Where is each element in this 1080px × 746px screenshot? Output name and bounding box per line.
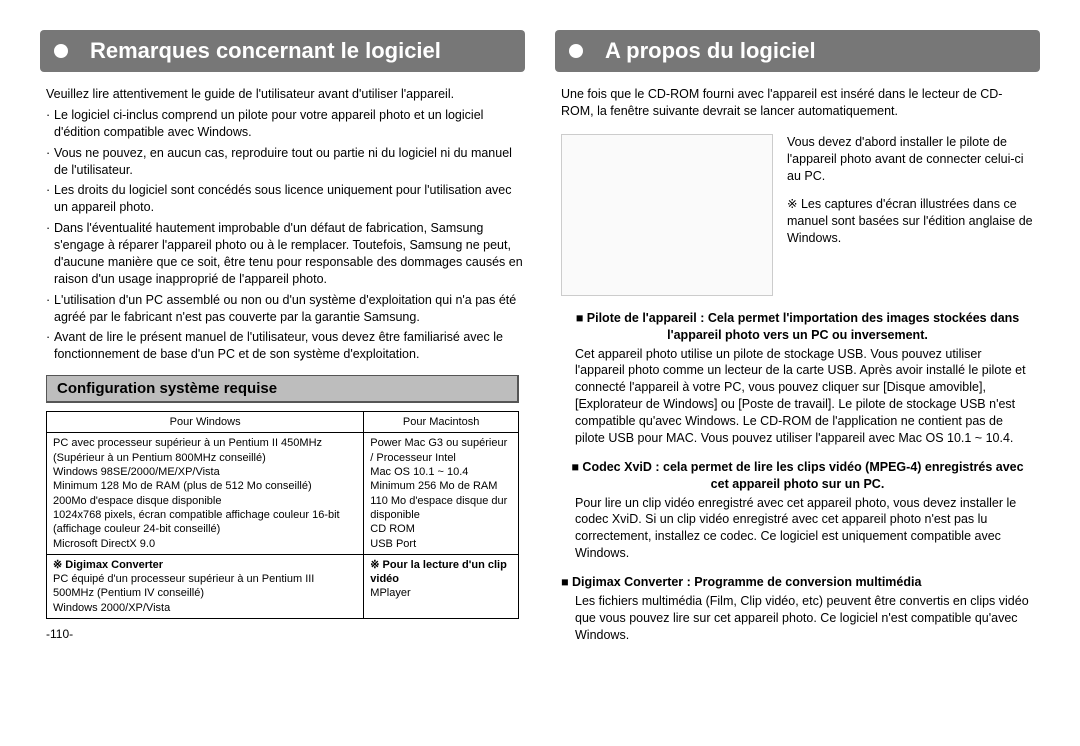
manual-page: Remarques concernant le logiciel Veuille… bbox=[0, 0, 1080, 666]
right-column: A propos du logiciel Une fois que le CD-… bbox=[555, 30, 1040, 656]
table-subhead-win: ※ Digimax Converter bbox=[53, 558, 357, 572]
left-bullet: Le logiciel ci-inclus comprend un pilote… bbox=[46, 107, 525, 141]
screenshot-text: Vous devez d'abord installer le pilote d… bbox=[787, 134, 1034, 296]
right-title-text: A propos du logiciel bbox=[605, 38, 816, 63]
left-bullet: Les droits du logiciel sont concédés sou… bbox=[46, 182, 525, 216]
install-note-2: ※ Les captures d'écran illustrées dans c… bbox=[787, 196, 1034, 247]
left-intro: Veuillez lire attentivement le guide de … bbox=[46, 86, 525, 103]
page-number: -110- bbox=[46, 627, 525, 641]
left-bullet: Dans l'éventualité hautement improbable … bbox=[46, 220, 525, 288]
table-header-win: Pour Windows bbox=[47, 412, 364, 433]
install-note-1: Vous devez d'abord installer le pilote d… bbox=[787, 134, 1034, 185]
left-bullet: L'utilisation d'un PC assemblé ou non ou… bbox=[46, 292, 525, 326]
table-body-win2: PC équipé d'un processeur supérieur à un… bbox=[53, 572, 357, 615]
left-title-text: Remarques concernant le logiciel bbox=[90, 38, 441, 63]
screenshot-row: Vous devez d'abord installer le pilote d… bbox=[561, 134, 1034, 296]
sysreq-table: Pour Windows Pour Macintosh PC avec proc… bbox=[46, 411, 519, 619]
table-cell-mac2: ※ Pour la lecture d'un clip vidéo MPlaye… bbox=[364, 554, 519, 618]
left-bullet: Avant de lire le présent manuel de l'uti… bbox=[46, 329, 525, 363]
table-body-mac2: MPlayer bbox=[370, 586, 512, 600]
table-cell-win2: ※ Digimax Converter PC équipé d'un proce… bbox=[47, 554, 364, 618]
item-heading: ■ Codec XviD : cela permet de lire les c… bbox=[561, 459, 1034, 493]
bullet-icon bbox=[54, 44, 68, 58]
item-heading: ■ Digimax Converter : Programme de conve… bbox=[561, 574, 1034, 591]
table-cell-mac: Power Mac G3 ou supérieur / Processeur I… bbox=[364, 433, 519, 554]
item-heading: ■ Pilote de l'appareil : Cela permet l'i… bbox=[561, 310, 1034, 344]
bullet-icon bbox=[569, 44, 583, 58]
item-body: Cet appareil photo utilise un pilote de … bbox=[575, 346, 1034, 447]
right-intro: Une fois que le CD-ROM fourni avec l'app… bbox=[561, 86, 1034, 120]
item-body: Les fichiers multimédia (Film, Clip vidé… bbox=[575, 593, 1034, 644]
left-section-title: Remarques concernant le logiciel bbox=[40, 30, 525, 72]
sysreq-heading: Configuration système requise bbox=[46, 375, 519, 403]
item-body: Pour lire un clip vidéo enregistré avec … bbox=[575, 495, 1034, 563]
right-section-title: A propos du logiciel bbox=[555, 30, 1040, 72]
left-bullet: Vous ne pouvez, en aucun cas, reproduire… bbox=[46, 145, 525, 179]
table-subhead-mac: ※ Pour la lecture d'un clip vidéo bbox=[370, 558, 512, 587]
installer-screenshot bbox=[561, 134, 773, 296]
table-cell-win: PC avec processeur supérieur à un Pentiu… bbox=[47, 433, 364, 554]
table-header-mac: Pour Macintosh bbox=[364, 412, 519, 433]
left-column: Remarques concernant le logiciel Veuille… bbox=[40, 30, 525, 656]
